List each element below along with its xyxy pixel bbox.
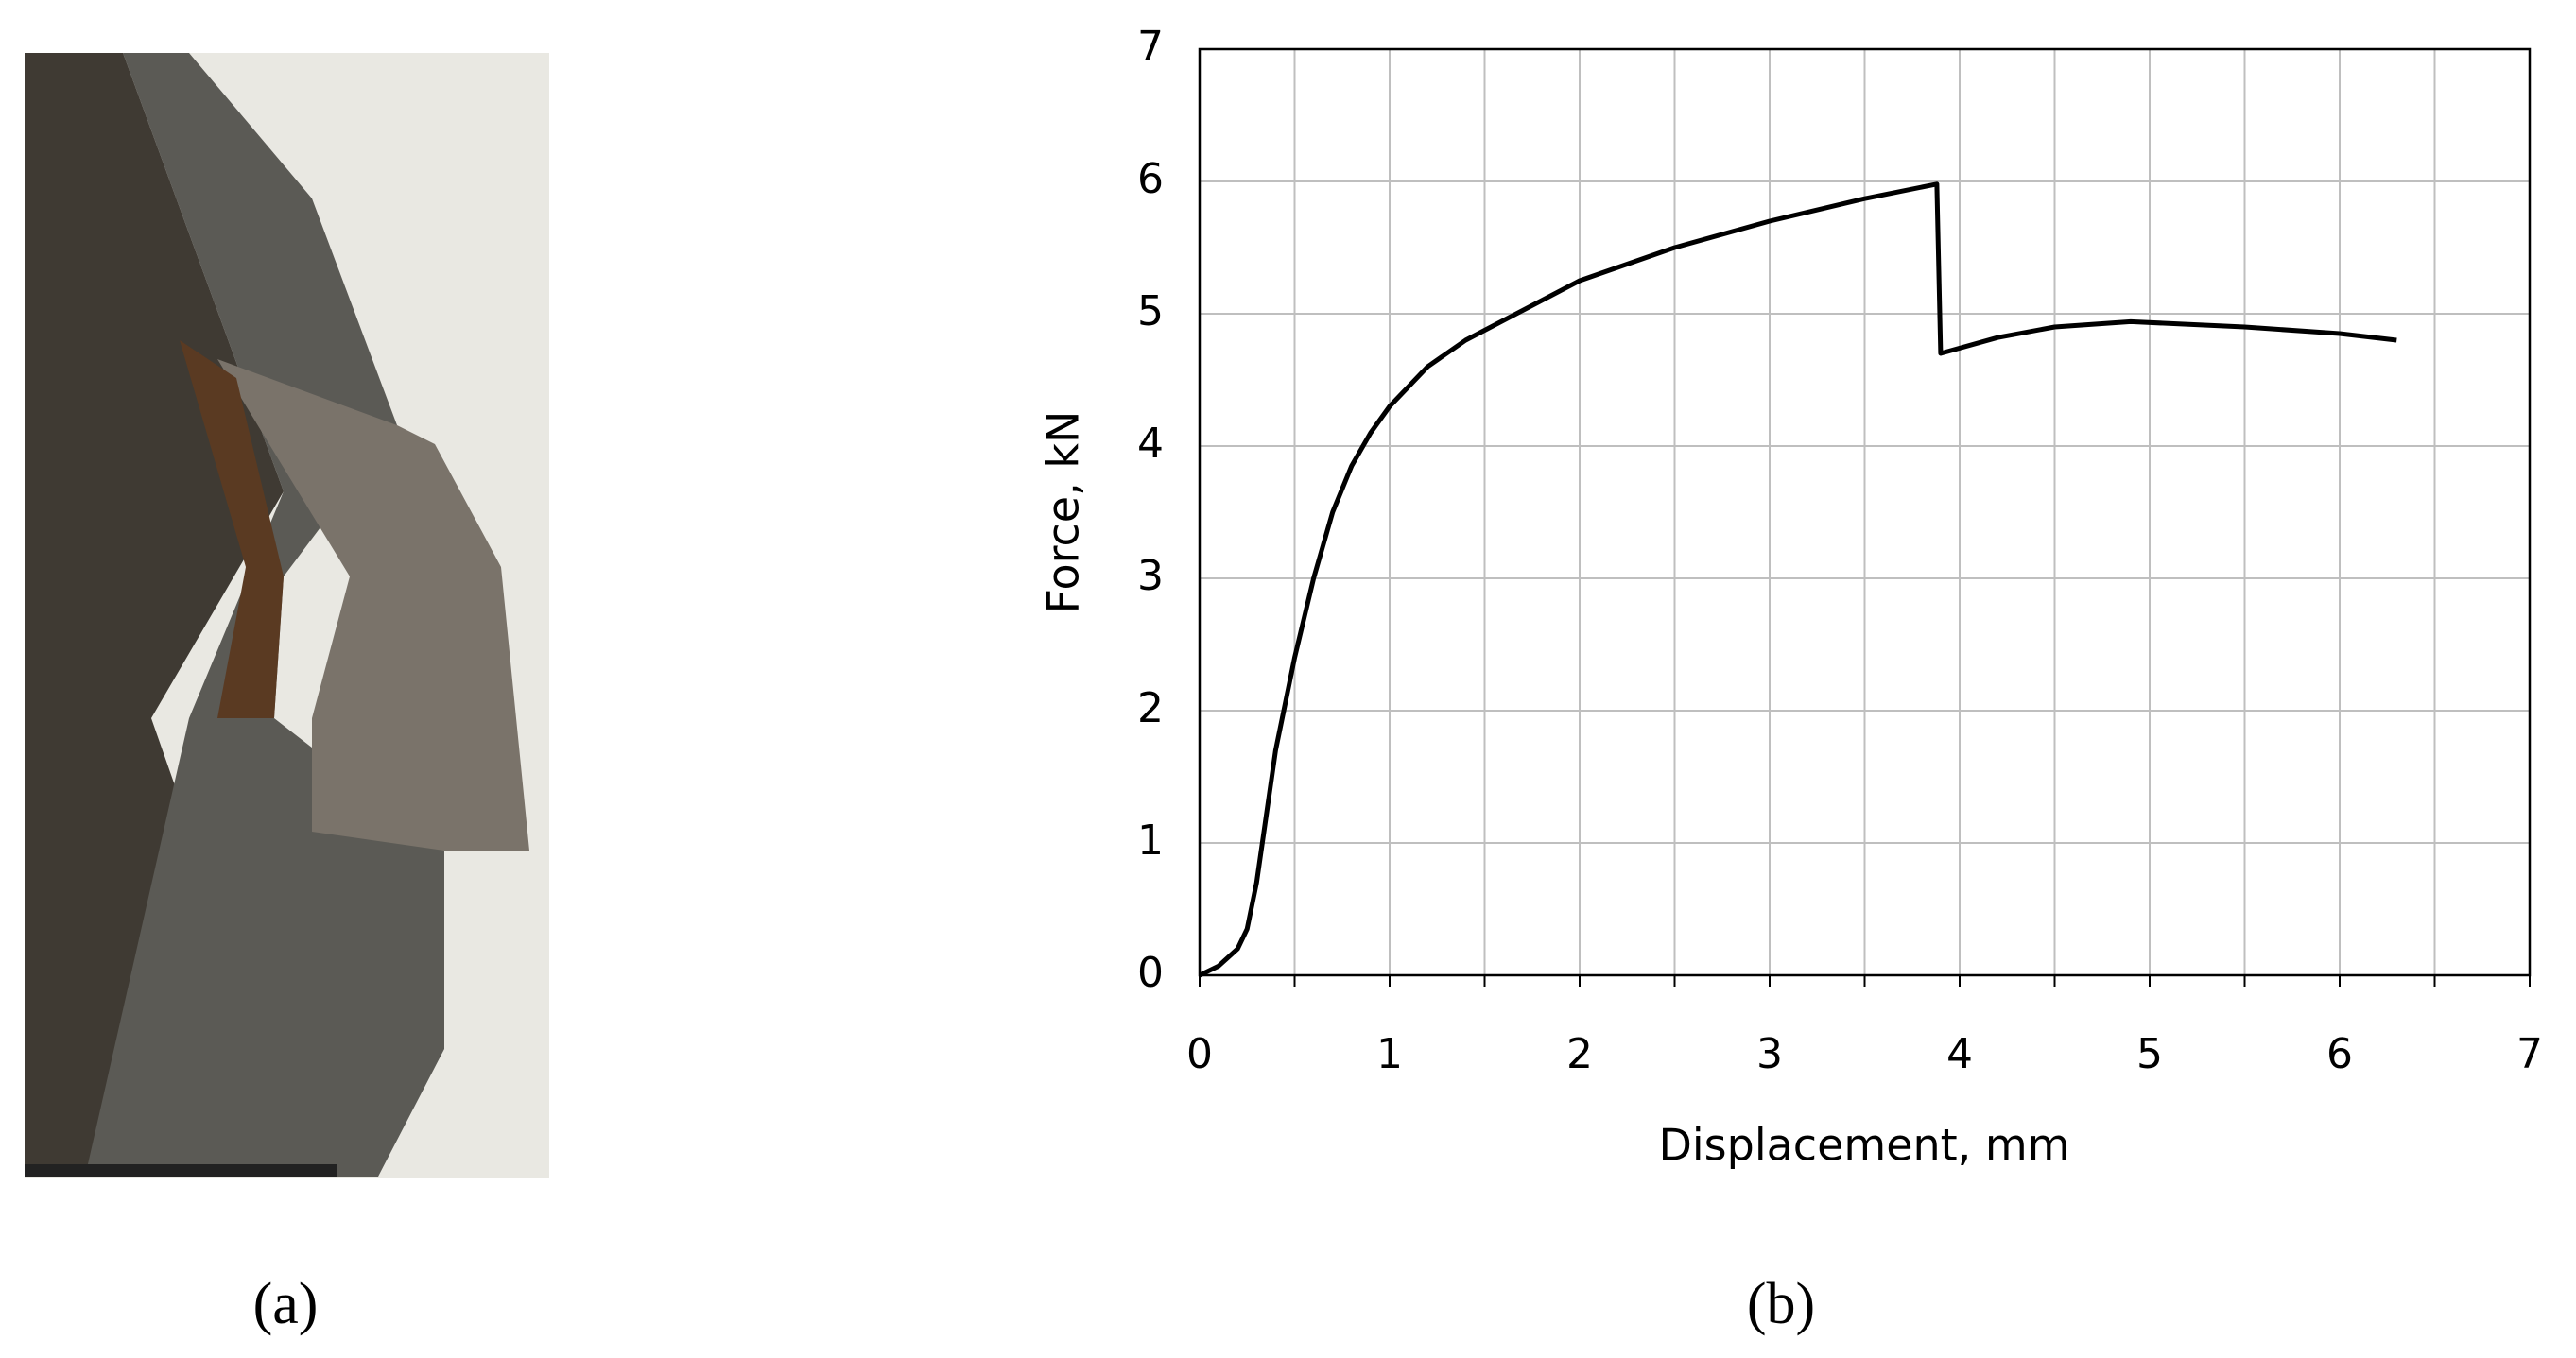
y-tick-label: 5	[1137, 287, 1164, 335]
specimen-photo	[25, 53, 549, 1178]
fixture	[25, 1164, 337, 1177]
plot-frame	[1198, 47, 2532, 977]
x-tick-label: 1	[1376, 1030, 1403, 1078]
y-tick-label: 0	[1137, 949, 1164, 997]
x-axis-title: Displacement, mm	[1658, 1120, 2069, 1171]
panel-label: (a)	[253, 1272, 319, 1336]
rust-edge	[180, 340, 284, 718]
data-line	[1198, 181, 2397, 978]
y-tick-label: 4	[1137, 420, 1164, 468]
x-tick-label: 2	[1566, 1030, 1593, 1078]
x-tick-label: 5	[2136, 1030, 2163, 1078]
y-tick-label: 2	[1137, 684, 1164, 732]
y-tick-label: 1	[1137, 817, 1164, 865]
plate-edge	[25, 53, 312, 1177]
x-tick-label: 3	[1756, 1030, 1783, 1078]
y-axis-title: Force, kN	[1038, 411, 1089, 614]
panel-label: (b)	[1747, 1272, 1815, 1336]
fracture-surface	[217, 359, 529, 851]
x-tick-label: 4	[1946, 1030, 1973, 1078]
x-tick-label: 0	[1186, 1030, 1213, 1078]
y-tick-label: 6	[1137, 155, 1164, 203]
y-tick-label: 7	[1137, 23, 1164, 71]
x-tick-label: 6	[2326, 1030, 2353, 1078]
x-tick-label: 7	[2516, 1030, 2543, 1078]
y-tick-label: 3	[1137, 552, 1164, 600]
